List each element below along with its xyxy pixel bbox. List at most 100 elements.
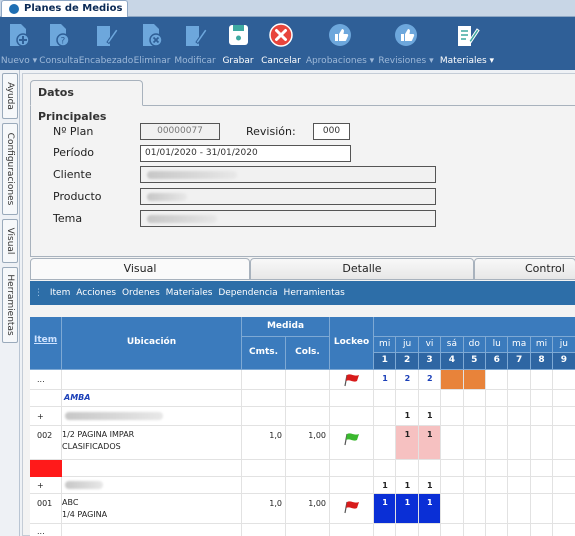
cols-cell[interactable]: 1,00 <box>286 426 330 460</box>
subtab-control[interactable]: Control Ac <box>474 258 575 295</box>
calendar-cell[interactable] <box>486 524 509 536</box>
calendar-cell[interactable] <box>418 494 442 524</box>
calendar-cell[interactable] <box>463 494 486 524</box>
lockeo-cell[interactable] <box>330 426 374 460</box>
eliminar-button[interactable]: Eliminar <box>132 17 172 70</box>
calendar-cell[interactable] <box>374 494 397 524</box>
location-cell[interactable]: ABC 1/4 PAGINA <box>62 494 242 524</box>
calendar-cell[interactable] <box>553 494 575 524</box>
cols-cell[interactable]: 1,00 <box>286 494 330 524</box>
calendar-cell[interactable] <box>530 370 554 390</box>
producto-field[interactable] <box>140 188 436 205</box>
lockeo-cell[interactable] <box>330 494 374 524</box>
table-row-item[interactable]: 002 <box>30 426 62 460</box>
menu-item[interactable]: Item <box>49 288 71 298</box>
periodo-field[interactable]: 01/01/2020 - 31/01/2020 <box>140 145 351 162</box>
revision-field[interactable]: 000 <box>313 123 350 140</box>
calendar-cell[interactable] <box>553 460 575 477</box>
calendar-cell[interactable] <box>463 390 486 407</box>
calendar-cell[interactable] <box>463 407 486 426</box>
calendar-cell[interactable] <box>418 407 442 426</box>
cmts-cell[interactable]: 1,0 <box>242 426 286 460</box>
table-row-item[interactable]: ... <box>30 370 62 390</box>
calendar-cell[interactable] <box>508 524 531 536</box>
calendar-cell[interactable] <box>508 390 531 407</box>
calendar-cell[interactable] <box>374 524 397 536</box>
tab-planes-de-medios[interactable]: Planes de Medios <box>1 0 128 17</box>
header-ubicacion[interactable]: Ubicación <box>62 317 242 370</box>
calendar-cell[interactable] <box>396 426 419 460</box>
calendar-cell[interactable] <box>463 460 486 477</box>
cancelar-button[interactable]: Cancelar <box>258 17 304 70</box>
header-item[interactable]: Item <box>30 317 62 370</box>
sidetab-ayuda[interactable]: Ayuda <box>2 73 18 119</box>
encabezado-button[interactable]: Encabezado <box>79 17 133 70</box>
modificar-button[interactable]: Modificar <box>172 17 218 70</box>
calendar-cell[interactable] <box>508 460 531 477</box>
calendar-cell[interactable] <box>464 524 486 536</box>
calendar-cell[interactable] <box>553 370 575 390</box>
red-flag-icon[interactable] <box>343 500 363 514</box>
calendar-cell[interactable] <box>418 390 442 407</box>
calendar-cell[interactable] <box>418 477 442 494</box>
calendar-cell[interactable] <box>441 477 464 494</box>
subtab-detalle[interactable]: Detalle <box>250 258 474 280</box>
expand-row-toggle[interactable]: + <box>30 477 62 494</box>
grabar-button[interactable]: Grabar <box>218 17 258 70</box>
calendar-cell[interactable] <box>418 460 442 477</box>
materiales-button[interactable]: Materiales ▾ <box>436 17 498 70</box>
menu-ordenes[interactable]: Ordenes <box>121 288 160 298</box>
calendar-cell[interactable] <box>441 460 464 477</box>
calendar-cell[interactable] <box>418 426 442 460</box>
calendar-cell[interactable] <box>441 407 464 426</box>
menu-herramientas[interactable]: Herramientas <box>283 288 345 298</box>
calendar-cell[interactable] <box>396 460 419 477</box>
calendar-cell[interactable] <box>418 370 442 390</box>
menu-dependencia[interactable]: Dependencia <box>218 288 278 298</box>
calendar-cell[interactable] <box>374 426 397 460</box>
calendar-cell[interactable] <box>486 370 509 390</box>
calendar-cell[interactable] <box>486 477 509 494</box>
calendar-cell[interactable] <box>396 407 419 426</box>
calendar-cell[interactable] <box>463 477 486 494</box>
calendar-cell[interactable] <box>374 477 397 494</box>
aprobaciones-button[interactable]: Aprobaciones ▾ <box>304 17 376 70</box>
calendar-cell[interactable] <box>530 426 554 460</box>
calendar-cell[interactable] <box>486 390 509 407</box>
location-cell[interactable]: 1/2 PAGINA IMPAR CLASIFICADOS <box>62 426 242 460</box>
sidetab-visual[interactable]: Visual <box>2 219 18 263</box>
calendar-cell[interactable] <box>396 477 419 494</box>
calendar-cell[interactable] <box>530 460 554 477</box>
calendar-cell[interactable] <box>508 407 531 426</box>
calendar-cell[interactable] <box>441 390 464 407</box>
calendar-cell[interactable] <box>396 494 419 524</box>
header-cols[interactable]: Cols. <box>286 337 330 370</box>
revisiones-button[interactable]: Revisiones ▾ <box>376 17 436 70</box>
green-flag-icon[interactable] <box>343 432 363 446</box>
red-flag-icon[interactable] <box>343 373 363 387</box>
header-lockeo[interactable]: Lockeo <box>330 317 374 370</box>
nuevo-button[interactable]: Nuevo ▾ <box>0 17 38 70</box>
calendar-cell[interactable] <box>486 494 509 524</box>
calendar-cell[interactable] <box>530 407 554 426</box>
calendar-cell[interactable] <box>441 494 464 524</box>
tab-datos-principales[interactable]: Datos Principales <box>30 80 143 123</box>
calendar-cell[interactable] <box>396 390 419 407</box>
menu-acciones[interactable]: Acciones <box>76 288 117 298</box>
calendar-cell[interactable] <box>463 370 486 390</box>
calendar-cell[interactable] <box>508 477 531 494</box>
calendar-cell[interactable] <box>374 407 397 426</box>
calendar-cell[interactable] <box>441 426 464 460</box>
table-row-item[interactable]: 001 <box>30 494 62 524</box>
plan-field[interactable]: 00000077 <box>140 123 220 140</box>
calendar-cell[interactable] <box>374 460 397 477</box>
calendar-cell[interactable] <box>553 390 575 407</box>
calendar-cell[interactable] <box>463 426 486 460</box>
calendar-cell[interactable] <box>531 524 554 536</box>
calendar-cell[interactable] <box>553 477 575 494</box>
table-row-item[interactable]: ... <box>30 524 62 536</box>
calendar-cell[interactable] <box>486 407 509 426</box>
calendar-cell[interactable] <box>486 426 509 460</box>
cliente-field[interactable] <box>140 166 436 183</box>
sidetab-configuraciones[interactable]: Configuraciones <box>2 123 18 215</box>
